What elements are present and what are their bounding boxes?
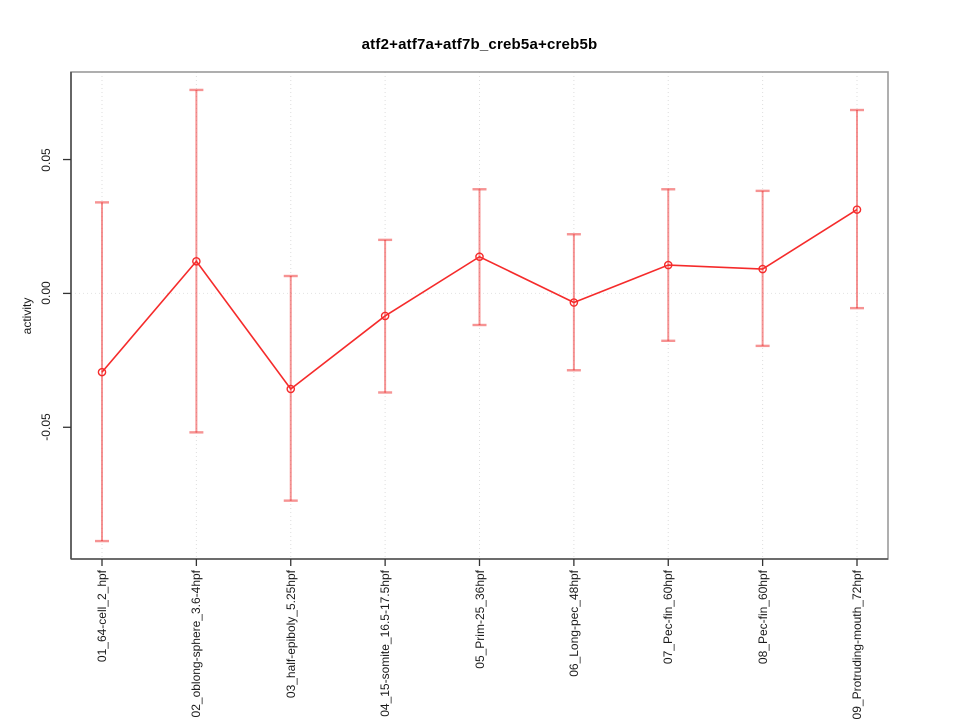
x-tick-label: 09_Protruding-mouth_72hpf	[850, 570, 864, 720]
data-point	[663, 260, 673, 270]
series-line	[101, 208, 858, 391]
data-point	[758, 264, 767, 274]
data-point	[380, 311, 390, 321]
x-tick-label: 07_Pec-fin_60hpf	[661, 570, 676, 665]
data-point	[97, 367, 107, 377]
x-tick-label: 05_Prim-25_36hpf	[472, 570, 487, 669]
data-point	[192, 256, 201, 266]
x-tick-label: 02_oblong-sphere_3.6-4hpf	[189, 570, 204, 718]
data-point	[852, 205, 862, 214]
chart-title: atf2+atf7a+atf7b_creb5a+creb5b	[361, 36, 598, 53]
y-tick-label: -0.05	[39, 413, 53, 441]
x-tick-label: 03_half-epiboly_5.25hpf	[283, 570, 298, 699]
x-tick-label: 04_15-somite_16.5-17.5hpf	[378, 570, 393, 717]
y-axis-title: activity	[20, 297, 34, 334]
y-tick-label: 0.00	[39, 281, 53, 306]
x-tick-label: 01_64-cell_2_hpf	[95, 570, 109, 663]
y-tick-label: 0.05	[39, 147, 53, 172]
data-point	[286, 384, 296, 394]
data-point	[475, 252, 484, 262]
x-tick-label: 08_Pec-fin_60hpf	[755, 570, 770, 665]
data-point	[569, 298, 579, 307]
x-tick-label: 06_Long-pec_48hpf	[566, 570, 581, 677]
